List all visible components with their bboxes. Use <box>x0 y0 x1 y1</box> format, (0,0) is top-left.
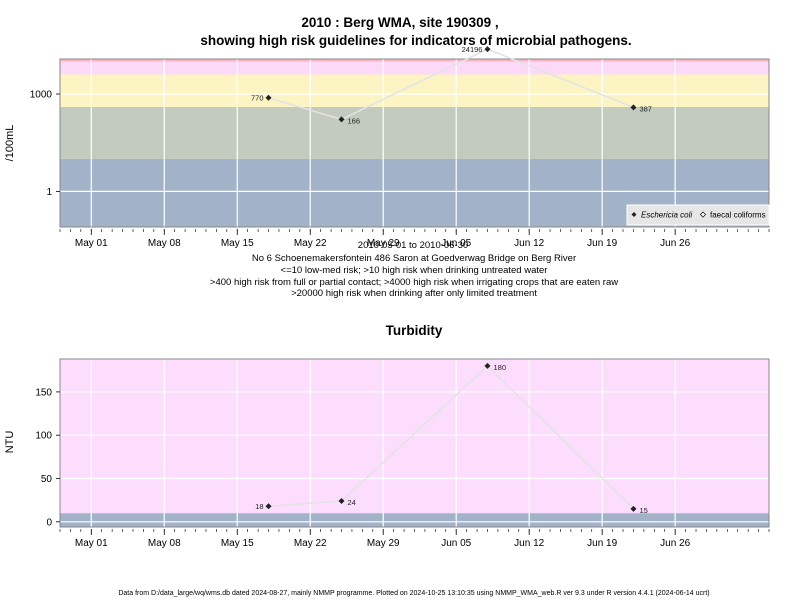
x-tick-label: May 15 <box>221 238 254 249</box>
series-line <box>268 48 634 121</box>
data-label: 24 <box>348 498 356 507</box>
chart1-plot: 1 1000 May 01 May 08 May 15 May 22 May 29 Jun 0… <box>30 45 770 249</box>
data-point <box>484 362 491 369</box>
legend-ecoli-marker <box>631 212 637 217</box>
chart1-subtitle: showing high risk guidelines for indicat… <box>200 33 631 48</box>
x-tick-label: May 29 <box>367 238 400 249</box>
x-tick-label: Jun 26 <box>660 538 690 549</box>
chart1-legend: Eschericia coli faecal coliforms <box>626 204 770 226</box>
data-label: 18 <box>255 502 263 511</box>
x-tick-label: May 22 <box>294 538 327 549</box>
chart2-plot: 0 50 100 150 May 01 May 08 May 15 May 22 May 29 J… <box>35 358 770 549</box>
y-tick-label: 100 <box>35 431 52 442</box>
x-tick-label: Jun 05 <box>441 538 471 549</box>
risk-band-3 <box>60 74 769 107</box>
chart1-ylabel: /100mL <box>4 125 16 162</box>
x-tick-label: Jun 05 <box>441 238 471 249</box>
risk-band-1 <box>60 513 769 527</box>
y-tick-label: 50 <box>41 474 53 485</box>
y-tick-label: 1000 <box>30 90 53 101</box>
chart2-ylabel: NTU <box>4 431 16 454</box>
x-tick-label: May 15 <box>221 538 254 549</box>
x-tick-label: Jun 12 <box>514 238 544 249</box>
legend-faecal-label: faecal coliforms <box>710 211 766 220</box>
data-label: 387 <box>639 104 652 113</box>
data-point <box>265 94 272 101</box>
data-point <box>630 104 637 111</box>
x-tick-label: May 22 <box>294 238 327 249</box>
y-tick-label: 150 <box>35 387 52 398</box>
data-point <box>338 116 345 123</box>
x-tick-label: May 01 <box>75 538 108 549</box>
risk-band-2 <box>60 359 769 514</box>
chart1-title: 2010 : Berg WMA, site 190309 , <box>301 15 498 30</box>
risk-band-4 <box>60 61 769 75</box>
x-tick-label: Jun 12 <box>514 538 544 549</box>
data-point <box>338 498 345 505</box>
x-tick-label: May 29 <box>367 538 400 549</box>
data-label: 180 <box>493 363 506 372</box>
chart1-note-2: <=10 low-med risk; >10 high risk when dr… <box>281 265 548 276</box>
chart1-note-4: >20000 high risk when drinking after onl… <box>291 288 537 299</box>
risk-band-2 <box>60 106 769 159</box>
plot-frame <box>59 58 770 228</box>
data-label: 770 <box>251 94 264 103</box>
data-point <box>265 503 272 510</box>
data-label: 15 <box>639 506 647 515</box>
chart1-note-1: No 6 Schoenemakersfontein 486 Saron at G… <box>252 253 576 264</box>
chart2-title: Turbidity <box>386 323 443 338</box>
footer-note: Data from D:/data_large/wq/wms.db dated … <box>118 590 709 597</box>
data-point <box>630 505 637 512</box>
x-tick-label: May 08 <box>148 238 181 249</box>
data-label: 166 <box>348 116 361 125</box>
y-tick-label: 1 <box>46 187 52 198</box>
chart1-xcaption: 2010-05-01 to 2010-06-30 <box>358 240 468 251</box>
legend-ecoli-label: Eschericia coli <box>641 211 692 220</box>
plot-frame <box>59 358 770 528</box>
x-tick-label: Jun 19 <box>587 238 617 249</box>
x-tick-label: May 08 <box>148 538 181 549</box>
chart1-note-3: >400 high risk from full or partial cont… <box>210 277 618 288</box>
x-tick-label: May 01 <box>75 238 108 249</box>
data-label: 24196 <box>462 45 483 54</box>
legend-faecal-marker <box>699 211 707 218</box>
x-tick-label: Jun 19 <box>587 538 617 549</box>
data-point <box>484 46 491 53</box>
series-line <box>268 364 635 510</box>
y-tick-label: 0 <box>46 517 52 528</box>
x-tick-label: Jun 26 <box>660 238 690 249</box>
risk-band-5 <box>60 59 769 62</box>
